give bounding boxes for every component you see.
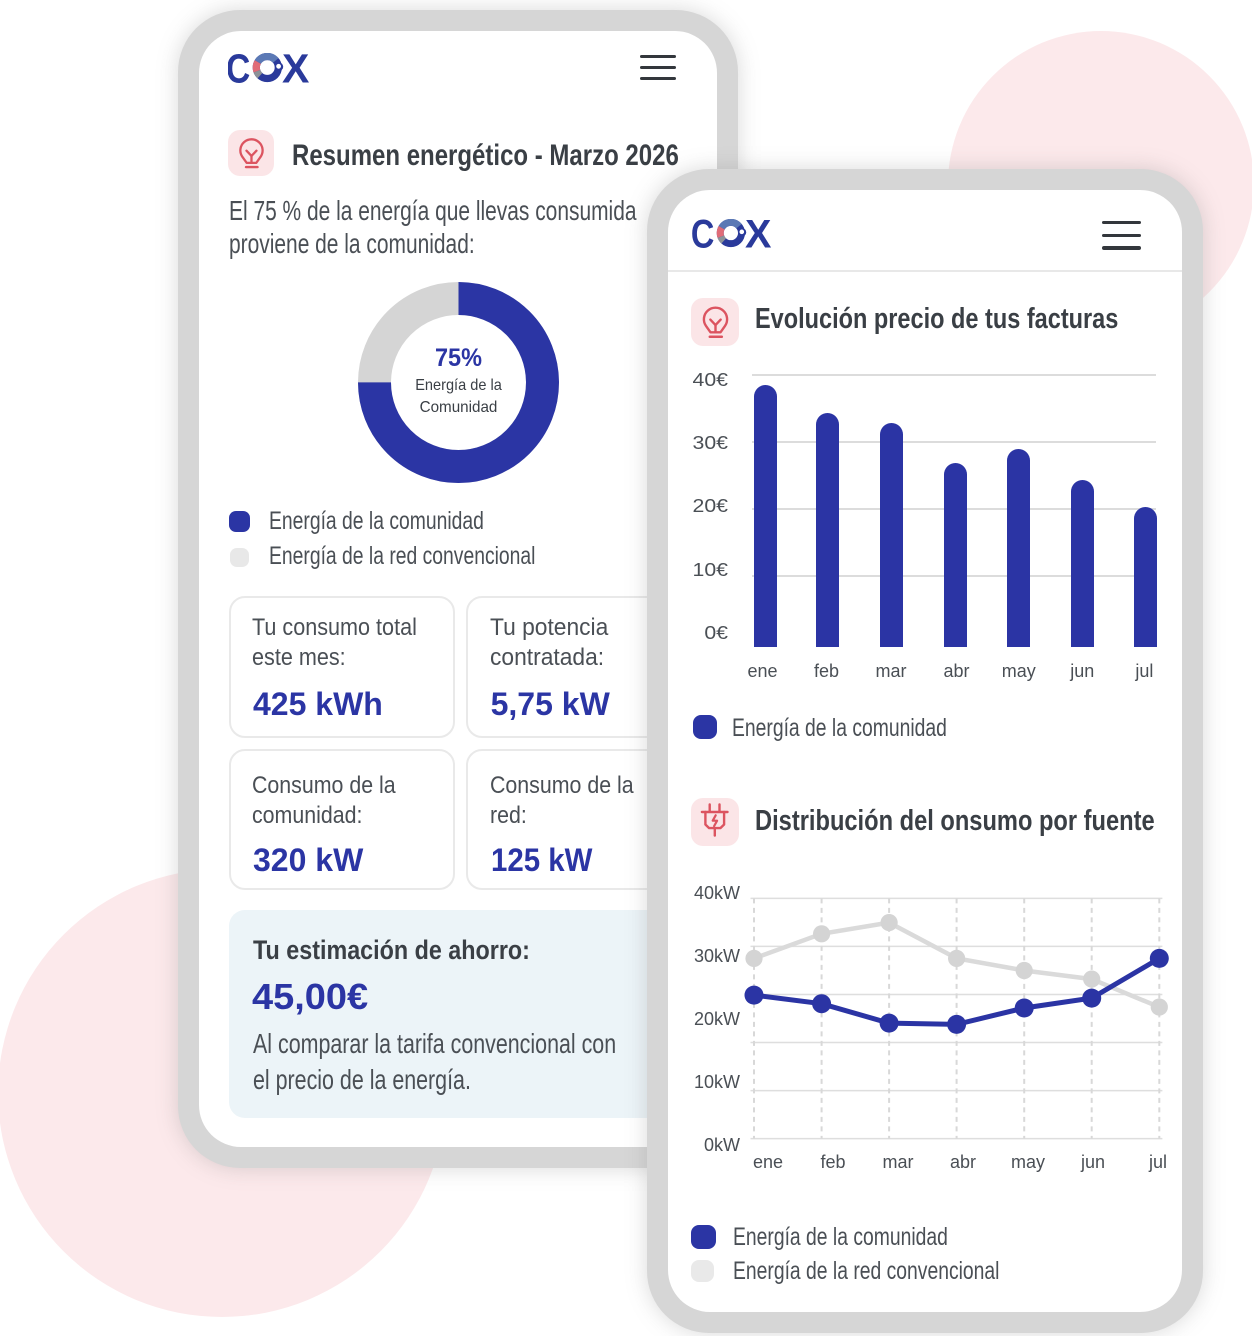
svg-text:C: C	[691, 219, 714, 248]
svg-text:X: X	[282, 53, 309, 83]
svg-text:C: C	[228, 53, 250, 83]
svg-text:X: X	[745, 219, 772, 248]
